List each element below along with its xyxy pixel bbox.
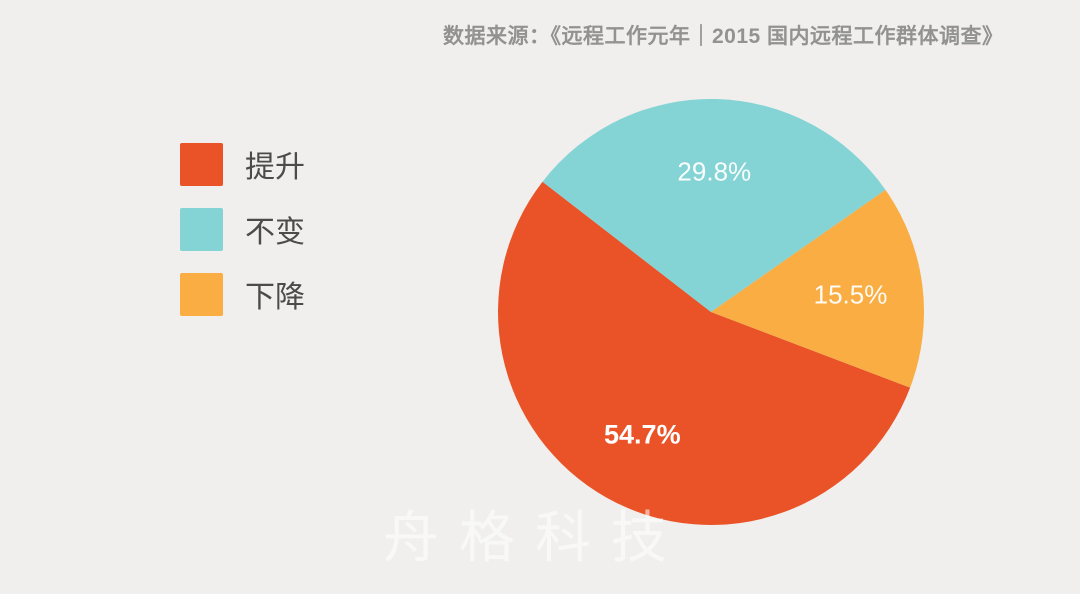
legend-label: 不变 <box>245 216 305 249</box>
legend-item: 不变 <box>180 207 305 251</box>
pie-slice <box>542 99 886 312</box>
pie-slice-label: 29.8% <box>677 157 751 187</box>
legend-swatch <box>180 207 223 251</box>
legend: 提升 不变 下降 <box>180 142 305 316</box>
pie-slice <box>711 189 924 388</box>
pie-slice-label: 54.7% <box>604 420 681 450</box>
pie-chart: 54.7% 29.8% 15.5% <box>498 99 924 525</box>
legend-item: 提升 <box>180 142 305 186</box>
legend-item: 下降 <box>180 272 305 316</box>
pie-slice-label: 15.5% <box>814 280 888 310</box>
legend-label: 提升 <box>245 151 305 184</box>
source-note: 数据来源：《远程工作元年｜2015 国内远程工作群体调查》 <box>443 25 1004 48</box>
legend-swatch <box>180 142 223 186</box>
pie-slice <box>498 181 911 525</box>
legend-label: 下降 <box>245 281 305 314</box>
legend-swatch <box>180 272 223 316</box>
